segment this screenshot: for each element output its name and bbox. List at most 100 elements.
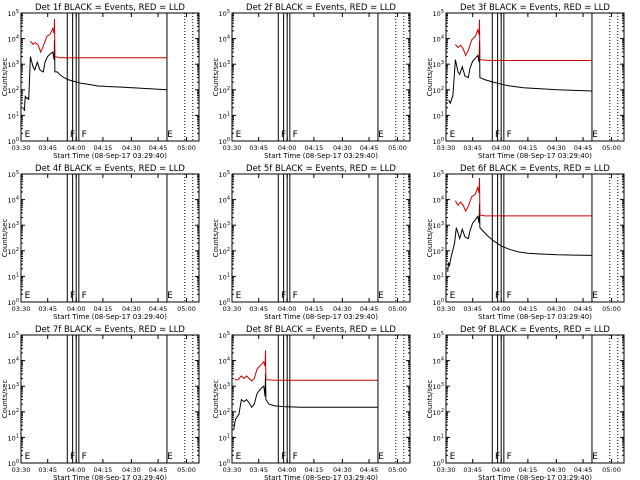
y-tick-label: 102 xyxy=(433,408,444,417)
panels-grid: Det 1f BLACK = Events, RED = LLD10010110… xyxy=(1,3,625,480)
x-tick-label: 04:00 xyxy=(492,305,511,313)
plot-frame xyxy=(20,173,200,303)
y-tick-label: 101 xyxy=(219,272,230,281)
y-tick-exponent: 3 xyxy=(441,382,444,388)
x-tick-label: 03:45 xyxy=(463,466,482,474)
x-tick-label: 04:45 xyxy=(360,305,379,313)
x-tick-label: 04:15 xyxy=(94,466,113,474)
lld-series-line xyxy=(30,18,167,59)
y-tick-exponent: 1 xyxy=(227,433,230,439)
y-tick-exponent: 3 xyxy=(16,382,19,388)
x-tick-label: 03:45 xyxy=(38,305,57,313)
y-axis-label: Counts/sec xyxy=(1,219,9,258)
y-tick-exponent: 2 xyxy=(441,247,444,253)
panel-title: Det 3f BLACK = Events, RED = LLD xyxy=(460,3,610,13)
events-series-line xyxy=(448,41,593,105)
x-tick-label: 04:15 xyxy=(305,305,324,313)
y-tick-label: 101 xyxy=(219,433,230,442)
detector-panel: Det 1f BLACK = Events, RED = LLD10010110… xyxy=(1,3,200,160)
events-series-line xyxy=(447,203,593,272)
x-tick-label: 04:15 xyxy=(519,466,538,474)
marker-label: F xyxy=(82,291,87,301)
x-tick-label: 04:45 xyxy=(574,144,593,152)
panel-title: Det 9f BLACK = Events, RED = LLD xyxy=(460,325,610,335)
y-tick-exponent: 1 xyxy=(441,111,444,117)
y-tick-label: 103 xyxy=(433,60,444,69)
x-tick-label: 04:00 xyxy=(67,466,86,474)
y-tick-label: 102 xyxy=(219,247,230,256)
marker-label: E xyxy=(236,291,242,301)
x-tick-label: 04:30 xyxy=(122,144,141,152)
y-tick-exponent: 5 xyxy=(227,9,230,15)
x-tick-label: 05:00 xyxy=(388,466,407,474)
x-tick-label: 04:15 xyxy=(94,305,113,313)
y-tick-exponent: 1 xyxy=(227,272,230,278)
marker-label: E xyxy=(378,452,384,462)
y-tick-label: 100 xyxy=(8,137,19,146)
panel-title: Det 5f BLACK = Events, RED = LLD xyxy=(246,164,396,174)
y-axis-label: Counts/sec xyxy=(1,58,9,97)
y-tick-label: 100 xyxy=(433,459,444,468)
y-tick-exponent: 4 xyxy=(227,357,230,363)
y-tick-exponent: 5 xyxy=(227,170,230,176)
x-tick-label: 04:00 xyxy=(278,144,297,152)
y-tick-exponent: 4 xyxy=(441,357,444,363)
y-tick-label: 101 xyxy=(8,111,19,120)
x-tick-label: 04:15 xyxy=(94,144,113,152)
plot-frame xyxy=(231,12,411,142)
y-tick-label: 105 xyxy=(219,9,230,18)
plot-frame xyxy=(445,12,625,142)
marker-label: E xyxy=(167,452,173,462)
x-tick-label: 04:30 xyxy=(122,305,141,313)
x-tick-label: 05:00 xyxy=(388,144,407,152)
marker-label: F xyxy=(495,291,500,301)
x-tick-label: 03:30 xyxy=(12,466,31,474)
y-tick-label: 102 xyxy=(8,408,19,417)
x-tick-label: 04:45 xyxy=(149,305,168,313)
y-tick-exponent: 5 xyxy=(16,170,19,176)
x-tick-label: 04:00 xyxy=(67,305,86,313)
y-tick-label: 100 xyxy=(219,137,230,146)
marker-label: F xyxy=(495,130,500,140)
panel-title: Det 7f BLACK = Events, RED = LLD xyxy=(35,325,185,335)
y-tick-exponent: 3 xyxy=(441,60,444,66)
y-tick-label: 105 xyxy=(8,9,19,18)
marker-label: E xyxy=(167,130,173,140)
x-tick-label: 04:00 xyxy=(278,305,297,313)
y-tick-exponent: 0 xyxy=(227,298,230,304)
y-tick-exponent: 4 xyxy=(441,35,444,41)
y-tick-exponent: 4 xyxy=(16,357,19,363)
x-axis-label: Start Time (08-Sep-17 03:29:40) xyxy=(264,152,378,160)
y-tick-exponent: 0 xyxy=(16,137,19,143)
x-tick-label: 05:00 xyxy=(602,144,621,152)
y-tick-exponent: 5 xyxy=(227,331,230,337)
detector-panel: Det 8f BLACK = Events, RED = LLD10010110… xyxy=(212,325,411,480)
x-tick-label: 03:30 xyxy=(437,466,456,474)
x-axis-label: Start Time (08-Sep-17 03:29:40) xyxy=(53,313,167,321)
y-tick-exponent: 1 xyxy=(16,272,19,278)
marker-label: F xyxy=(281,130,286,140)
y-tick-exponent: 1 xyxy=(227,111,230,117)
x-tick-label: 05:00 xyxy=(602,305,621,313)
y-tick-exponent: 2 xyxy=(441,408,444,414)
y-tick-label: 101 xyxy=(433,272,444,281)
y-tick-exponent: 5 xyxy=(441,170,444,176)
x-tick-label: 04:15 xyxy=(519,144,538,152)
y-tick-label: 104 xyxy=(219,196,230,205)
y-tick-label: 103 xyxy=(433,382,444,391)
y-tick-exponent: 2 xyxy=(227,247,230,253)
x-tick-label: 04:45 xyxy=(574,305,593,313)
y-tick-exponent: 3 xyxy=(441,221,444,227)
x-tick-label: 04:45 xyxy=(149,144,168,152)
marker-label: F xyxy=(82,130,87,140)
y-tick-label: 103 xyxy=(433,221,444,230)
y-tick-exponent: 0 xyxy=(441,298,444,304)
marker-label: F xyxy=(507,130,512,140)
plot-frame xyxy=(445,334,625,464)
detector-panel: Det 6f BLACK = Events, RED = LLD10010110… xyxy=(426,164,625,321)
y-tick-label: 100 xyxy=(219,459,230,468)
panel-title: Det 6f BLACK = Events, RED = LLD xyxy=(460,164,610,174)
y-tick-exponent: 4 xyxy=(227,35,230,41)
